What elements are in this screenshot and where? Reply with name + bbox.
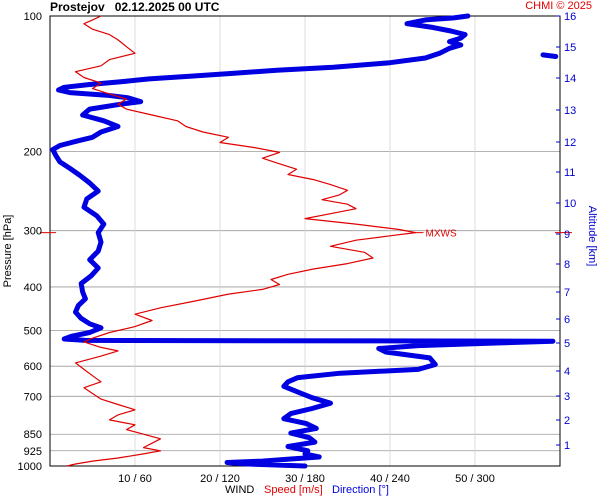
x-tick-label: 10 / 60: [118, 473, 152, 485]
x-axis-legend: WIND Speed [m/s] Direction [°]: [0, 484, 600, 498]
direction-legend-label: Direction [°]: [332, 484, 389, 496]
altitude-tick-label: 5: [564, 338, 570, 350]
altitude-tick-label: 9: [564, 229, 570, 241]
altitude-tick-label: 2: [564, 415, 570, 427]
x-tick-label: 30 / 180: [285, 473, 325, 485]
direction-line-upper-fragment: [540, 52, 559, 59]
direction-line: [50, 13, 556, 469]
series: [50, 13, 559, 469]
pressure-tick-label: 1000: [18, 461, 42, 473]
pressure-tick-label: 600: [24, 361, 42, 373]
altitude-tick-label: 11: [564, 167, 575, 179]
altitude-tick-label: 16: [564, 11, 576, 23]
altitude-axis-label: Altitude [km]: [586, 205, 598, 267]
altitude-tick-label: 1: [564, 440, 570, 452]
pressure-tick-label: 400: [24, 282, 42, 294]
x-tick-label: 50 / 300: [455, 473, 495, 485]
altitude-tick-label: 8: [564, 259, 570, 271]
chart-title: Prostejov 02.12.2025 00 UTC: [50, 0, 219, 14]
wind-label: WIND: [225, 484, 255, 496]
altitude-tick-label: 15: [564, 42, 576, 54]
altitude-tick-label: 4: [564, 366, 570, 378]
sounding-datetime: 02.12.2025 00 UTC: [114, 0, 220, 14]
altitude-tick-label: 6: [564, 314, 570, 326]
pressure-tick-label: 925: [24, 446, 42, 458]
altitude-tick-label: 14: [564, 73, 576, 85]
x-tick-label: 40 / 240: [370, 473, 410, 485]
speed-line: [66, 15, 417, 467]
copyright: CHMI © 2025: [525, 0, 592, 12]
station-name: Prostejov: [50, 0, 105, 14]
pressure-tick-label: 300: [24, 226, 42, 238]
pressure-axis-label: Pressure [hPa]: [2, 214, 14, 288]
pressure-tick-label: 700: [24, 391, 42, 403]
mxws-label: MXWS: [426, 229, 457, 240]
speed-legend-label: Speed [m/s]: [264, 484, 323, 496]
altitude-tick-label: 7: [564, 287, 570, 299]
altitude-tick-label: 3: [564, 391, 570, 403]
pressure-tick-label: 100: [24, 11, 42, 23]
pressure-tick-label: 200: [24, 146, 42, 158]
altitude-tick-label: 13: [564, 105, 576, 117]
pressure-tick-label: 850: [24, 429, 42, 441]
altitude-tick-label: 12: [564, 137, 576, 149]
x-tick-label: 20 / 120: [200, 473, 240, 485]
altitude-tick-label: 10: [564, 198, 576, 210]
pressure-tick-label: 500: [24, 326, 42, 338]
